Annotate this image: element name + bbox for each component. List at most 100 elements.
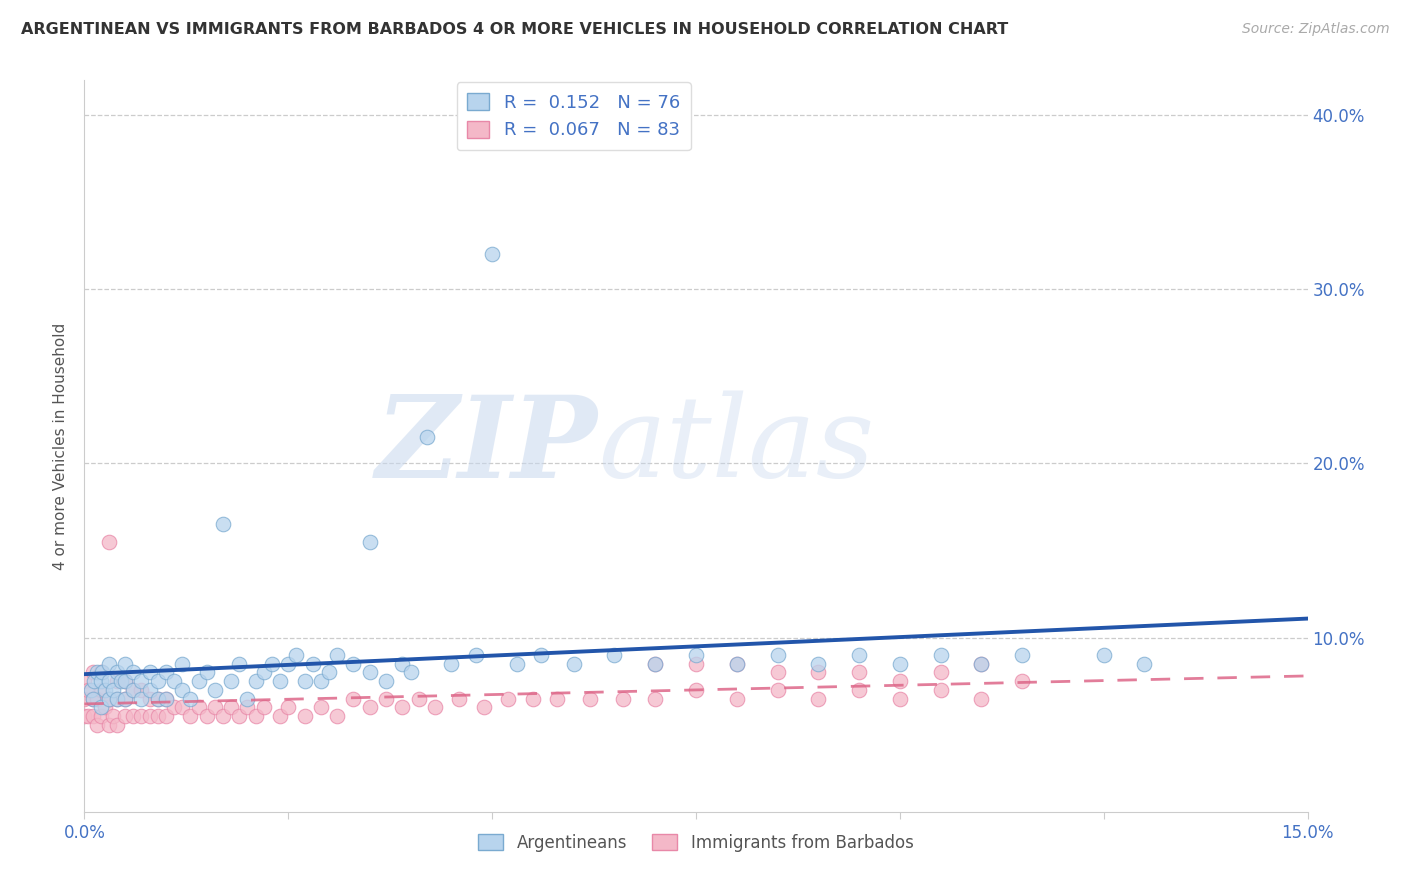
- Point: [848, 665, 870, 680]
- Point: [146, 709, 169, 723]
- Point: [391, 700, 413, 714]
- Point: [114, 691, 136, 706]
- Point: [212, 517, 235, 532]
- Point: [929, 682, 952, 697]
- Point: [375, 674, 398, 689]
- Legend: Argentineans, Immigrants from Barbados: Argentineans, Immigrants from Barbados: [472, 827, 920, 858]
- Point: [766, 648, 789, 662]
- Point: [93, 700, 115, 714]
- Point: [195, 665, 218, 680]
- Point: [105, 691, 128, 706]
- Point: [375, 691, 398, 706]
- Point: [294, 709, 316, 723]
- Point: [131, 682, 153, 697]
- Point: [163, 700, 186, 714]
- Point: [77, 682, 100, 697]
- Point: [195, 709, 218, 723]
- Point: [236, 691, 259, 706]
- Point: [644, 657, 666, 671]
- Point: [766, 682, 789, 697]
- Point: [1133, 657, 1156, 671]
- Point: [187, 674, 209, 689]
- Point: [889, 674, 911, 689]
- Point: [807, 657, 830, 671]
- Point: [90, 682, 112, 697]
- Point: [309, 674, 332, 689]
- Point: [138, 709, 160, 723]
- Point: [97, 657, 120, 671]
- Text: ARGENTINEAN VS IMMIGRANTS FROM BARBADOS 4 OR MORE VEHICLES IN HOUSEHOLD CORRELAT: ARGENTINEAN VS IMMIGRANTS FROM BARBADOS …: [21, 22, 1008, 37]
- Point: [546, 691, 568, 706]
- Point: [90, 709, 112, 723]
- Point: [114, 691, 136, 706]
- Point: [766, 665, 789, 680]
- Point: [212, 709, 235, 723]
- Point: [131, 691, 153, 706]
- Point: [562, 657, 585, 671]
- Point: [179, 691, 201, 706]
- Point: [326, 709, 349, 723]
- Point: [1011, 648, 1033, 662]
- Point: [481, 247, 503, 261]
- Point: [155, 691, 177, 706]
- Point: [73, 691, 96, 706]
- Point: [122, 709, 145, 723]
- Point: [342, 691, 364, 706]
- Point: [1092, 648, 1115, 662]
- Point: [105, 717, 128, 731]
- Point: [101, 709, 124, 723]
- Point: [245, 709, 267, 723]
- Point: [294, 674, 316, 689]
- Point: [146, 691, 169, 706]
- Point: [889, 657, 911, 671]
- Point: [236, 700, 259, 714]
- Point: [105, 674, 128, 689]
- Point: [82, 709, 104, 723]
- Point: [505, 657, 527, 671]
- Point: [498, 691, 520, 706]
- Point: [73, 674, 96, 689]
- Y-axis label: 4 or more Vehicles in Household: 4 or more Vehicles in Household: [53, 322, 69, 570]
- Point: [685, 648, 707, 662]
- Point: [138, 665, 160, 680]
- Point: [86, 665, 108, 680]
- Point: [359, 700, 381, 714]
- Point: [644, 657, 666, 671]
- Point: [326, 648, 349, 662]
- Point: [277, 657, 299, 671]
- Point: [530, 648, 553, 662]
- Point: [138, 691, 160, 706]
- Point: [110, 674, 132, 689]
- Point: [644, 691, 666, 706]
- Point: [725, 657, 748, 671]
- Point: [603, 648, 626, 662]
- Point: [970, 657, 993, 671]
- Point: [179, 709, 201, 723]
- Point: [80, 682, 103, 697]
- Point: [277, 700, 299, 714]
- Point: [77, 709, 100, 723]
- Point: [285, 648, 308, 662]
- Point: [90, 665, 112, 680]
- Point: [97, 691, 120, 706]
- Point: [579, 691, 602, 706]
- Point: [970, 691, 993, 706]
- Point: [101, 682, 124, 697]
- Point: [309, 700, 332, 714]
- Point: [86, 691, 108, 706]
- Point: [97, 674, 120, 689]
- Point: [889, 691, 911, 706]
- Point: [131, 674, 153, 689]
- Point: [105, 691, 128, 706]
- Point: [725, 657, 748, 671]
- Text: ZIP: ZIP: [377, 391, 598, 501]
- Point: [359, 534, 381, 549]
- Point: [82, 691, 104, 706]
- Text: atlas: atlas: [598, 391, 875, 501]
- Point: [97, 691, 120, 706]
- Point: [260, 657, 283, 671]
- Point: [301, 657, 323, 671]
- Point: [114, 674, 136, 689]
- Point: [172, 700, 194, 714]
- Point: [163, 674, 186, 689]
